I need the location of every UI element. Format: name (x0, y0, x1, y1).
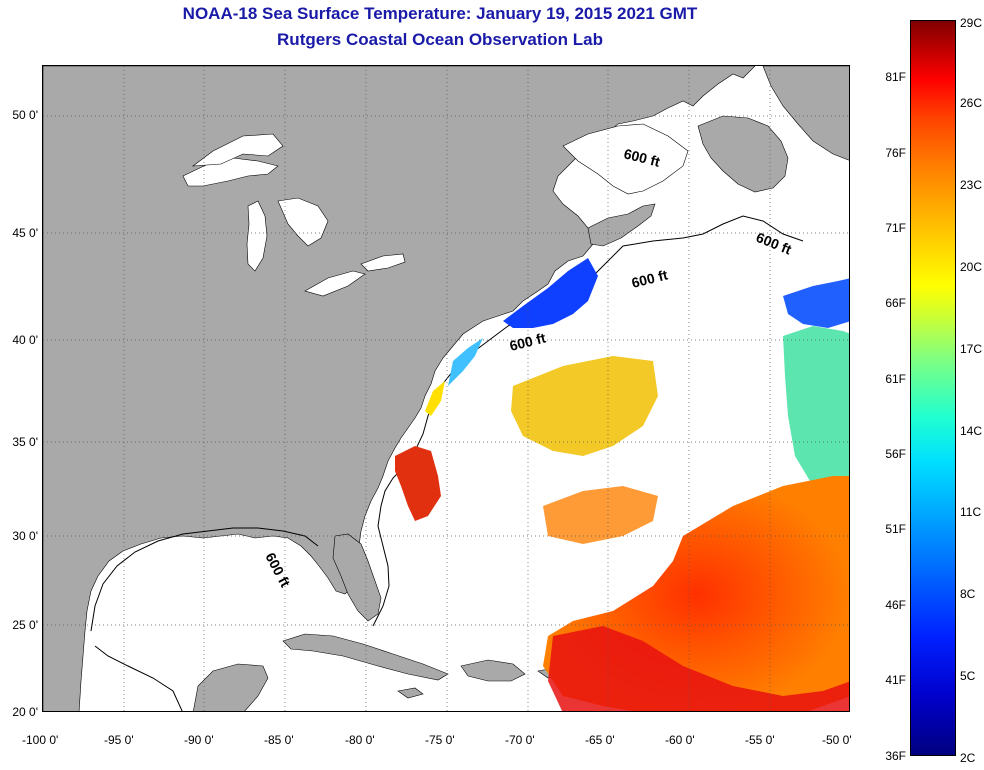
landmass-nova-scotia (587, 203, 656, 247)
hudson-bay-inlet (192, 133, 284, 167)
florida-peninsula (332, 533, 382, 622)
jamaica (397, 687, 424, 699)
colorbar-c-label-17: 17C (960, 342, 983, 356)
sst-mid-ocean-orange (543, 486, 658, 544)
isobath-gulf-inner (94, 645, 183, 711)
lon-label-100: -100 0' (22, 733, 59, 747)
isobath-gulf (90, 527, 319, 632)
colorbar-f-label-51: 51F (885, 522, 906, 536)
landmass-newfoundland (697, 115, 789, 193)
lake-ontario (360, 253, 406, 272)
colorbar-f-label-76: 76F (885, 146, 906, 160)
colorbar-f-label-81: 81F (885, 70, 906, 84)
colorbar-f-label-66: 66F (885, 296, 906, 310)
lat-label-25: 25 0' (12, 618, 38, 632)
lake-erie (304, 270, 366, 297)
colorbar-c-label-29: 29C (960, 16, 983, 30)
lat-label-40: 40 0' (12, 333, 38, 347)
colorbar-f-label-71: 71F (885, 221, 906, 235)
gulf-st-lawrence (562, 123, 689, 195)
colorbar-c-label-20: 20C (960, 260, 983, 274)
lon-label-90: -90 0' (184, 733, 214, 747)
sst-coastal-yellow (425, 381, 445, 416)
lon-label-60: -60 0' (665, 733, 695, 747)
map-subtitle: Rutgers Coastal Ocean Observation Lab (277, 30, 603, 49)
lake-michigan (246, 200, 268, 272)
colorbar-c-label-26: 26C (960, 96, 983, 110)
lon-label-70: -70 0' (505, 733, 535, 747)
lat-label-50: 50 0' (12, 108, 38, 122)
map-title: NOAA-18 Sea Surface Temperature: January… (182, 4, 698, 23)
colorbar-f-label-36: 36F (885, 749, 906, 763)
lon-label-85: -85 0' (264, 733, 294, 747)
lat-label-30: 30 0' (12, 529, 38, 543)
lon-label-50: -50 0' (822, 733, 852, 747)
colorbar-f-label-61: 61F (885, 372, 906, 386)
hispaniola (460, 659, 526, 682)
colorbar-c-label-5: 5C (960, 669, 976, 683)
colorbar-c-label-8: 8C (960, 587, 976, 601)
colorbar-c-label-23: 23C (960, 178, 983, 192)
colorbar-f-label-56: 56F (885, 447, 906, 461)
isobath-label-5: 600 ft (262, 550, 293, 590)
graticule (43, 66, 849, 711)
colorbar-f-label-46: 46F (885, 598, 906, 612)
cuba (282, 633, 449, 681)
sst-coastal-gradient (448, 338, 483, 386)
map-frame[interactable]: 600 ft 600 ft 600 ft 600 ft 600 ft (42, 65, 850, 712)
sst-cold-scotian-shelf (783, 278, 849, 328)
lon-label-55: -55 0' (745, 733, 775, 747)
sst-mid-ocean-yellow (511, 356, 658, 456)
sst-southern-red (548, 626, 849, 711)
lon-label-95: -95 0' (104, 733, 134, 747)
lon-label-80: -80 0' (345, 733, 375, 747)
temperature-colorbar (910, 20, 956, 756)
lon-label-65: -65 0' (585, 733, 615, 747)
lat-label-35: 35 0' (12, 435, 38, 449)
sst-cold-gulf-of-maine (503, 258, 598, 328)
colorbar-f-label-41: 41F (885, 673, 906, 687)
sst-eastern-plume (783, 326, 849, 496)
lon-label-75: -75 0' (425, 733, 455, 747)
colorbar-c-label-2: 2C (960, 751, 976, 765)
landmass-labrador (762, 66, 849, 161)
colorbar-c-label-14: 14C (960, 424, 983, 438)
sst-map: 600 ft 600 ft 600 ft 600 ft 600 ft (43, 66, 849, 711)
isobath-label-2: 600 ft (754, 229, 794, 258)
lake-huron (277, 197, 329, 247)
colorbar-c-label-11: 11C (960, 505, 982, 519)
lat-label-20: 20 0' (12, 705, 38, 719)
lat-label-45: 45 0' (12, 226, 38, 240)
yucatan-peninsula (193, 663, 269, 711)
sst-gulf-stream-patch (395, 446, 441, 521)
isobath-label-3: 600 ft (630, 266, 670, 290)
